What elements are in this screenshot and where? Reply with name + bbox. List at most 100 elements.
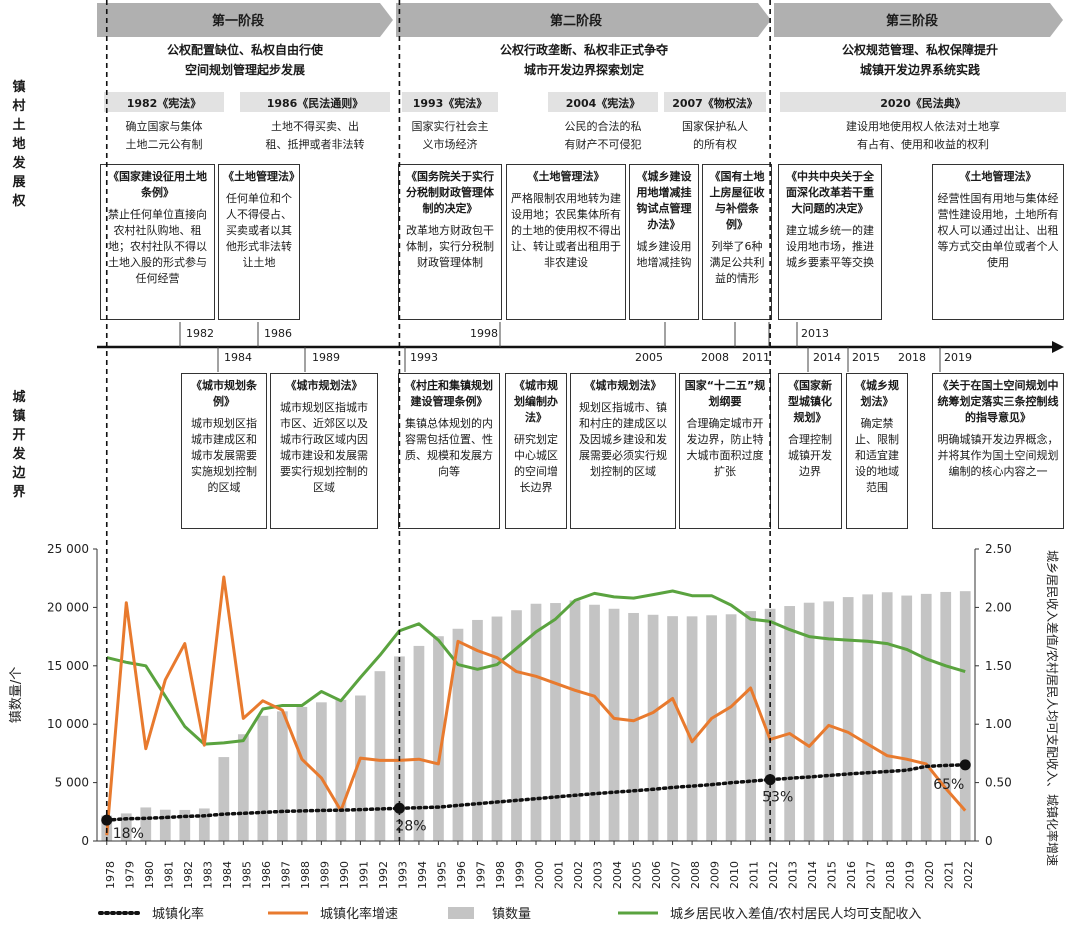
- bar-1978: [101, 815, 113, 841]
- phase-1-line-2: 空间规划管理起步发展: [184, 63, 305, 77]
- x-tick-label-1979: 1979: [123, 861, 136, 889]
- marker-1978: [101, 814, 113, 826]
- legend: 城镇化率 城镇化率增速 镇数量 城乡居民收入差值/农村居民人均可支配收入: [98, 906, 921, 922]
- year-1998: 1998: [470, 327, 498, 340]
- left-tick-label-5: 25 000: [47, 542, 89, 556]
- law-band-1: [104, 92, 224, 112]
- lower-box-2-title: 《城市规划法》: [285, 379, 363, 392]
- law-6-title: 2020《民法典》: [880, 97, 966, 110]
- lower-box-1-desc: 城市规划区指城市建成区和城市发展需要实施规划控制的区域: [191, 417, 257, 494]
- upper-box-8-desc: 经营性国有用地与集体经营性建设用地，土地所有权人可以通过出让、出租等方式交由单位…: [937, 192, 1059, 269]
- bar-1981: [159, 809, 171, 841]
- bar-2020: [920, 593, 932, 841]
- bar-1991: [355, 695, 366, 841]
- phase-2-line-2: 城市开发边界探索划定: [523, 63, 644, 77]
- x-tick-label-2012: 2012: [767, 861, 780, 889]
- axes-group: 0 5 000 10 000 15 000 20 000 25 000 0 0.50 1.00 1…: [9, 542, 1060, 889]
- bar-2011: [745, 611, 756, 841]
- upper-box-7-desc: 建立城乡统一的建设用地市场，推进城乡要素平等交换: [786, 224, 874, 269]
- law-band-5: [664, 92, 766, 112]
- timeline-arrowhead: [1052, 341, 1064, 353]
- bar-2004: [608, 608, 620, 841]
- x-tick-label-1983: 1983: [201, 861, 214, 889]
- bar-1989: [316, 702, 327, 841]
- lower-box-7-title: 《国家新型城镇化规划》: [788, 379, 832, 424]
- law-band-6: [780, 92, 1066, 112]
- annotation-2012: 53%: [762, 790, 793, 806]
- bar-1997: [472, 619, 483, 841]
- x-tick-label-1993: 1993: [396, 861, 409, 889]
- phase-3-label: 第三阶段: [886, 13, 938, 29]
- upper-box-5-desc: 城乡建设用地增减挂钩: [636, 240, 692, 269]
- law-2-title: 1986《民法通则》: [266, 97, 364, 110]
- x-tick-label-1990: 1990: [338, 861, 351, 889]
- bar-1984: [218, 757, 230, 841]
- upper-box-1-title: 《国家建设征用土地条例》: [108, 170, 207, 199]
- legend-label-4: 城乡居民收入差值/农村居民人均可支配收入: [670, 906, 921, 922]
- x-tick-label-1982: 1982: [182, 861, 195, 889]
- lower-box-2: 《城市规划法》 城市规划区指城市市区、近郊区以及城市行政区域内因城市建设和发展需…: [270, 373, 378, 529]
- lower-box-2-desc: 城市规划区指城市市区、近郊区以及城市行政区域内因城市建设和发展需要实行规划控制的…: [280, 401, 368, 494]
- right-tick-label-2: 1.00: [985, 717, 1012, 731]
- lower-box-1-title: 《城市规划条例》: [191, 379, 257, 408]
- bar-2008: [686, 616, 698, 841]
- lower-box-6-desc: 合理确定城市开发边界，防止特大城市面积过度扩张: [686, 417, 764, 478]
- lower-box-4-desc: 研究划定中心城区的空间增长边界: [514, 433, 558, 494]
- bar-2019: [901, 595, 913, 841]
- upper-box-3-desc: 改革地方财政包干体制，实行分税制财政管理体制: [406, 224, 494, 269]
- phase-3-description: 公权规范管理、私权保障提升 城镇开发边界系统实践: [776, 40, 1064, 80]
- x-tick-label-1981: 1981: [162, 861, 175, 889]
- year-2013: 2013: [801, 327, 829, 340]
- phase-2-line-1: 公权行政垄断、私权非正式争夺: [499, 43, 668, 57]
- x-tick-label-2020: 2020: [923, 861, 936, 889]
- bar-2018: [881, 592, 893, 841]
- upper-box-7: 《中共中央关于全面深化改革若干重大问题的决定》 建立城乡统一的建设用地市场，推进…: [778, 164, 882, 320]
- phase-arrow-1: [97, 3, 393, 37]
- x-tick-label-2008: 2008: [689, 861, 702, 889]
- upper-box-2-title: 《土地管理法》: [223, 170, 300, 183]
- bar-2003: [589, 604, 600, 841]
- marker-2012: [764, 774, 776, 786]
- lower-box-9: 《关于在国土空间规划中统筹划定落实三条控制线的指导意见》 明确城镇开发边界概念，…: [932, 373, 1064, 529]
- upper-box-5: 《城乡建设用地增减挂钩试点管理办法》 城乡建设用地增减挂钩: [629, 164, 699, 320]
- x-tick-label-1996: 1996: [455, 861, 468, 889]
- year-2008: 2008: [701, 351, 729, 364]
- lower-box-7: 《国家新型城镇化规划》 合理控制城镇开发边界: [778, 373, 842, 529]
- x-tick-label-1980: 1980: [143, 861, 156, 889]
- bar-1996: [452, 628, 464, 841]
- lower-box-3: 《村庄和集镇规划建设管理条例》 集镇总体规划的内容需包括位置、性质、规模和发展方…: [398, 373, 500, 529]
- law-1-line-2: 土地二元公有制: [125, 138, 203, 151]
- phase-3-line-1: 公权规范管理、私权保障提升: [841, 43, 998, 57]
- x-tick-label-2018: 2018: [884, 861, 897, 889]
- upper-box-3-title: 《国务院关于实行分税制财政管理体制的决定》: [406, 170, 494, 215]
- law-5-line-1: 国家保护私人: [682, 120, 748, 133]
- upper-box-5-title: 《城乡建设用地增减挂钩试点管理办法》: [636, 170, 692, 231]
- x-tick-label-2017: 2017: [865, 861, 878, 889]
- phase-1-description: 公权配置缺位、私权自由行使 空间规划管理起步发展: [100, 40, 390, 80]
- x-tick-label-1995: 1995: [435, 861, 448, 889]
- law-4-title: 2004《宪法》: [565, 97, 641, 110]
- x-tick-label-1988: 1988: [299, 861, 312, 889]
- lines-group: 18% 28% 53% 65%: [101, 575, 971, 842]
- side-label-boundary: 城镇开发边界: [12, 390, 26, 500]
- upper-box-8-title: 《土地管理法》: [959, 170, 1037, 183]
- x-tick-label-2010: 2010: [728, 861, 741, 889]
- law-3-line-1: 国家实行社会主: [411, 120, 489, 133]
- phase-2-label: 第二阶段: [550, 13, 602, 29]
- lower-box-9-title: 《关于在国土空间规划中统筹划定落实三条控制线的指导意见》: [937, 379, 1059, 424]
- left-axis-title: 镇数量/个: [9, 667, 24, 723]
- upper-box-2-desc: 任何单位和个人不得侵占、买卖或者以其他形式非法转让土地: [226, 192, 292, 269]
- law-4-line-2: 有财产不可侵犯: [564, 138, 642, 151]
- lower-box-9-desc: 明确城镇开发边界概念，并将其作为国土空间规划编制的核心内容之一: [937, 433, 1059, 478]
- bar-1992: [374, 671, 386, 841]
- law-band-2: [240, 92, 390, 112]
- x-tick-label-2005: 2005: [631, 861, 644, 889]
- bar-2009: [706, 615, 717, 841]
- lower-box-7-desc: 合理控制城镇开发边界: [788, 433, 832, 478]
- upper-box-4-desc: 严格限制农用地转为建设用地；农民集体所有的土地的使用权不得出让、转让或者出租用于…: [511, 192, 621, 269]
- bar-1982: [179, 809, 191, 841]
- upper-box-7-title: 《中共中央关于全面深化改革若干重大问题的决定》: [786, 170, 874, 215]
- x-tick-label-2004: 2004: [611, 861, 624, 889]
- lower-box-8: 《城乡规划法》 确定禁止、限制和适宜建设的地域范围: [846, 373, 908, 529]
